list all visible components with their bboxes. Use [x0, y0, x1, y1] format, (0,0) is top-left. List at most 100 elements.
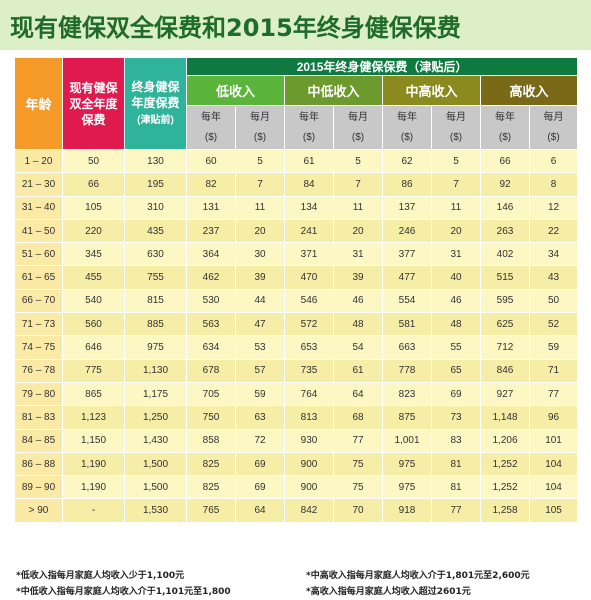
header-lifetime-premium: 终身健保 年度保费 (津贴前) — [124, 57, 187, 150]
cell-per-month: 47 — [235, 312, 285, 337]
cell-lifetime-premium: 885 — [124, 312, 187, 337]
cell-per-year: 581 — [382, 312, 432, 337]
cell-per-month: 75 — [333, 475, 383, 500]
cell-per-month: 7 — [431, 172, 481, 197]
cell-age: 71 – 73 — [14, 312, 63, 337]
cell-lifetime-premium: 195 — [124, 172, 187, 197]
cell-per-month: 39 — [235, 265, 285, 290]
table-row: 21 – 30 66 195 82 7 84 7 86 7 92 8 — [14, 172, 579, 197]
cell-per-month: 5 — [431, 148, 481, 174]
cell-per-year: 825 — [186, 451, 236, 477]
cell-per-year: 712 — [480, 335, 530, 360]
cell-per-month: 65 — [431, 358, 481, 383]
header-mid-low-income: 中低收入 — [284, 75, 383, 106]
table-row: 66 – 70 540 815 530 44 546 46 554 46 595 50 — [14, 288, 579, 314]
header-per-year: 每年 ($) — [480, 105, 530, 150]
cell-per-year: 530 — [186, 288, 236, 314]
cell-age: 51 – 60 — [14, 242, 63, 267]
cell-per-month: 11 — [235, 195, 285, 220]
cell-per-year: 1,001 — [382, 428, 432, 453]
cell-per-month: 20 — [235, 218, 285, 244]
cell-current-premium: 220 — [62, 218, 125, 244]
table-row: 1 – 20 50 130 60 5 61 5 62 5 66 6 — [14, 148, 579, 174]
cell-per-year: 402 — [480, 242, 530, 267]
cell-per-year: 237 — [186, 218, 236, 244]
cell-per-month: 39 — [333, 265, 383, 290]
cell-per-year: 858 — [186, 428, 236, 453]
cell-age: 1 – 20 — [14, 148, 63, 174]
header-per-month: 每月 ($) — [235, 105, 285, 150]
header-high-income: 高收入 — [479, 75, 579, 106]
cell-per-month: 46 — [431, 288, 481, 314]
cell-age: 79 – 80 — [14, 381, 63, 407]
cell-per-year: 82 — [186, 172, 236, 197]
cell-per-year: 778 — [382, 358, 432, 383]
footnote-low-income: *低收入指每月家庭人均收入少于1,100元 — [16, 571, 185, 581]
cell-per-year: 927 — [480, 381, 530, 407]
cell-per-year: 263 — [480, 218, 530, 244]
cell-per-month: 57 — [235, 358, 285, 383]
cell-per-month: 75 — [333, 451, 383, 477]
cell-lifetime-premium: 130 — [124, 148, 187, 174]
cell-per-year: 765 — [186, 498, 236, 523]
cell-per-month: 48 — [333, 312, 383, 337]
header-lifetime-line1: 终身健保 — [131, 79, 180, 94]
header-lifetime-line2: 年度保费 — [131, 95, 180, 110]
header-premium-2015: 2015年终身健保保费（津贴后） — [185, 57, 579, 76]
cell-per-year: 61 — [284, 148, 334, 174]
cell-per-year: 546 — [284, 288, 334, 314]
cell-per-year: 364 — [186, 242, 236, 267]
cell-per-year: 477 — [382, 265, 432, 290]
table-body: 1 – 20 50 130 60 5 61 5 62 5 66 6 21 – 30 66 195 82 7 84… — [14, 148, 579, 523]
cell-current-premium: 775 — [62, 358, 125, 383]
cell-per-month: 12 — [528, 195, 579, 220]
cell-per-month: 71 — [528, 358, 579, 383]
cell-lifetime-premium: 1,530 — [124, 498, 187, 523]
cell-age: 84 – 85 — [14, 428, 63, 453]
cell-current-premium: 1,190 — [62, 475, 125, 500]
header-per-year: 每年 ($) — [382, 105, 432, 150]
cell-per-month: 7 — [235, 172, 285, 197]
cell-per-year: 705 — [186, 381, 236, 407]
cell-age: 21 – 30 — [14, 172, 63, 197]
cell-per-year: 92 — [480, 172, 530, 197]
cell-per-month: 96 — [528, 405, 579, 430]
cell-lifetime-premium: 435 — [124, 218, 187, 244]
cell-per-year: 572 — [284, 312, 334, 337]
table-row: 51 – 60 345 630 364 30 371 31 377 31 402 34 — [14, 242, 579, 267]
cell-per-year: 470 — [284, 265, 334, 290]
cell-age: 31 – 40 — [14, 195, 63, 220]
cell-per-month: 72 — [235, 428, 285, 453]
cell-age: 81 – 83 — [14, 405, 63, 430]
cell-per-month: 105 — [528, 498, 579, 523]
cell-per-year: 131 — [186, 195, 236, 220]
cell-per-year: 86 — [382, 172, 432, 197]
cell-per-year: 595 — [480, 288, 530, 314]
table-row: 86 – 88 1,190 1,500 825 69 900 75 975 81 1,252 104 — [14, 451, 579, 477]
header-mid-high-income: 中高收入 — [382, 75, 481, 106]
cell-per-month: 8 — [528, 172, 579, 197]
cell-per-month: 52 — [528, 312, 579, 337]
cell-lifetime-premium: 1,500 — [124, 475, 187, 500]
title-bar: 现有健保双全保费和2015年终身健保保费 — [0, 0, 591, 50]
cell-per-year: 84 — [284, 172, 334, 197]
cell-age: 66 – 70 — [14, 288, 63, 314]
cell-current-premium: 1,190 — [62, 451, 125, 477]
cell-per-year: 1,252 — [480, 451, 530, 477]
cell-per-year: 813 — [284, 405, 334, 430]
cell-lifetime-premium: 975 — [124, 335, 187, 360]
cell-per-year: 825 — [186, 475, 236, 500]
cell-per-year: 634 — [186, 335, 236, 360]
cell-current-premium: 1,123 — [62, 405, 125, 430]
cell-per-year: 1,148 — [480, 405, 530, 430]
cell-per-month: 59 — [235, 381, 285, 407]
cell-per-year: 930 — [284, 428, 334, 453]
cell-age: 89 – 90 — [14, 475, 63, 500]
cell-per-year: 134 — [284, 195, 334, 220]
cell-per-year: 241 — [284, 218, 334, 244]
header-per-year: 每年 ($) — [186, 105, 236, 150]
cell-per-month: 83 — [431, 428, 481, 453]
cell-per-month: 43 — [528, 265, 579, 290]
header-current-line2: 双全年度 — [69, 96, 118, 111]
table-row: 84 – 85 1,150 1,430 858 72 930 77 1,001 83 1,206 1… — [14, 428, 579, 453]
